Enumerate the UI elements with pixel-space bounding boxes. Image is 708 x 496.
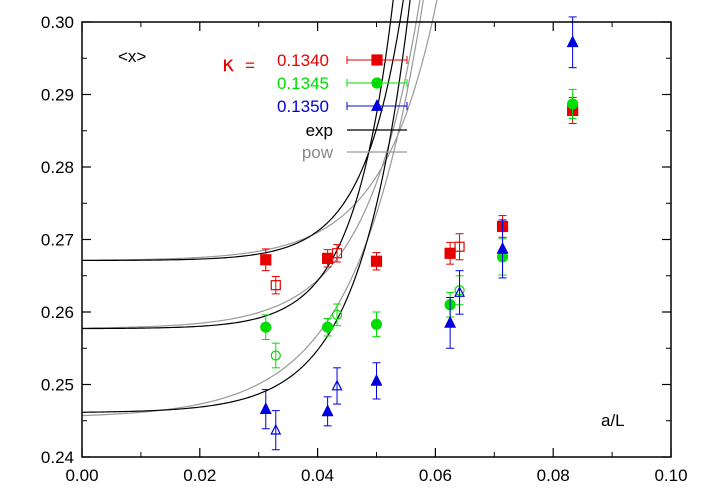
fit-curve-pow — [81, 0, 438, 261]
x-tick-label: 0.04 — [301, 466, 334, 485]
legend-label-0.1350: 0.1350 — [277, 97, 329, 116]
data-point-open — [270, 423, 282, 435]
legend-label-pow: pow — [302, 143, 334, 162]
data-point — [260, 321, 272, 333]
data-point — [370, 373, 383, 386]
legend: κ = 0.1340 0.1345 0.1350 exp pow — [222, 51, 408, 162]
data-point — [444, 247, 456, 259]
y-tick-label: 0.27 — [41, 231, 74, 250]
data-point-open — [331, 309, 343, 320]
x-tick-label: 0.00 — [65, 466, 98, 485]
legend-label-exp: exp — [306, 121, 333, 140]
y-tick-label: 0.28 — [41, 158, 74, 177]
x-tick-label: 0.06 — [419, 466, 452, 485]
data-point-open — [270, 280, 281, 291]
data-point-open — [454, 285, 466, 297]
data-point — [259, 402, 272, 415]
data-point-open — [270, 350, 281, 361]
x-tick-label: 0.08 — [537, 466, 570, 485]
fit-curve-exp — [81, 0, 394, 330]
data-point — [370, 255, 383, 267]
data-point-open — [454, 241, 465, 252]
data-point — [370, 318, 383, 330]
data-point — [496, 241, 509, 254]
data-point — [322, 321, 334, 333]
x-axis-label: a/L — [601, 411, 625, 430]
legend-marker — [371, 77, 383, 89]
data-points — [259, 16, 579, 451]
fit-curve-pow — [81, 0, 421, 329]
legend-kappa-symbol: κ — [222, 52, 234, 76]
legend-label-0.1340: 0.1340 — [277, 51, 329, 70]
data-point — [321, 404, 334, 417]
data-point — [444, 315, 457, 328]
observable-label: <x> — [118, 47, 146, 66]
y-tick-label: 0.30 — [41, 13, 74, 32]
x-tick-label: 0.02 — [183, 466, 216, 485]
fit-curves — [81, 0, 438, 417]
data-point — [566, 35, 579, 48]
series-0.1350 — [259, 16, 579, 451]
x-tick-label: 0.10 — [654, 466, 687, 485]
data-point — [322, 252, 334, 264]
y-tick-label: 0.25 — [41, 376, 74, 395]
data-point — [567, 98, 579, 110]
fit-curve-exp — [82, 0, 404, 262]
y-tick-label: 0.24 — [41, 448, 74, 467]
legend-marker — [371, 54, 383, 66]
legend-kappa-equals: = — [245, 56, 255, 75]
fit-curve-exp — [81, 0, 411, 413]
data-point-open — [331, 379, 343, 391]
y-tick-label: 0.29 — [41, 86, 74, 105]
data-point — [260, 254, 272, 266]
legend-label-0.1345: 0.1345 — [277, 74, 329, 93]
legend-marker — [371, 98, 383, 111]
y-tick-label: 0.26 — [41, 303, 74, 322]
axis-ticks: 0.00 0.02 0.04 0.06 0.08 0.10 0.24 0.25 0.26 0.27… — [41, 13, 688, 485]
